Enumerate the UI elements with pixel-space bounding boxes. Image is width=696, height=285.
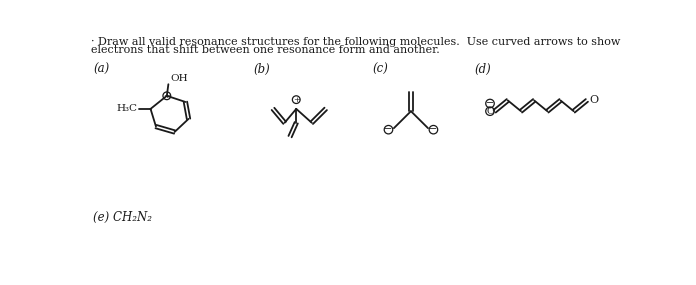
Text: (a): (a) [93,63,109,76]
Text: (e) CH₂N₂: (e) CH₂N₂ [93,211,152,224]
Text: O: O [590,95,599,105]
Text: (c): (c) [372,63,388,76]
Text: (b): (b) [253,63,270,76]
Text: −: − [384,125,393,134]
Text: +: + [293,96,300,104]
Text: · Draw all valid resonance structures for the following molecules.  Use curved a: · Draw all valid resonance structures fo… [91,36,620,46]
Text: O: O [486,107,494,116]
Text: (d): (d) [475,63,491,76]
Text: +: + [164,92,171,100]
Text: −: − [429,125,438,134]
Text: OH: OH [170,74,187,83]
Text: −: − [486,99,494,108]
Text: H₃C: H₃C [116,104,137,113]
Text: electrons that shift between one resonance form and another.: electrons that shift between one resonan… [91,45,440,55]
